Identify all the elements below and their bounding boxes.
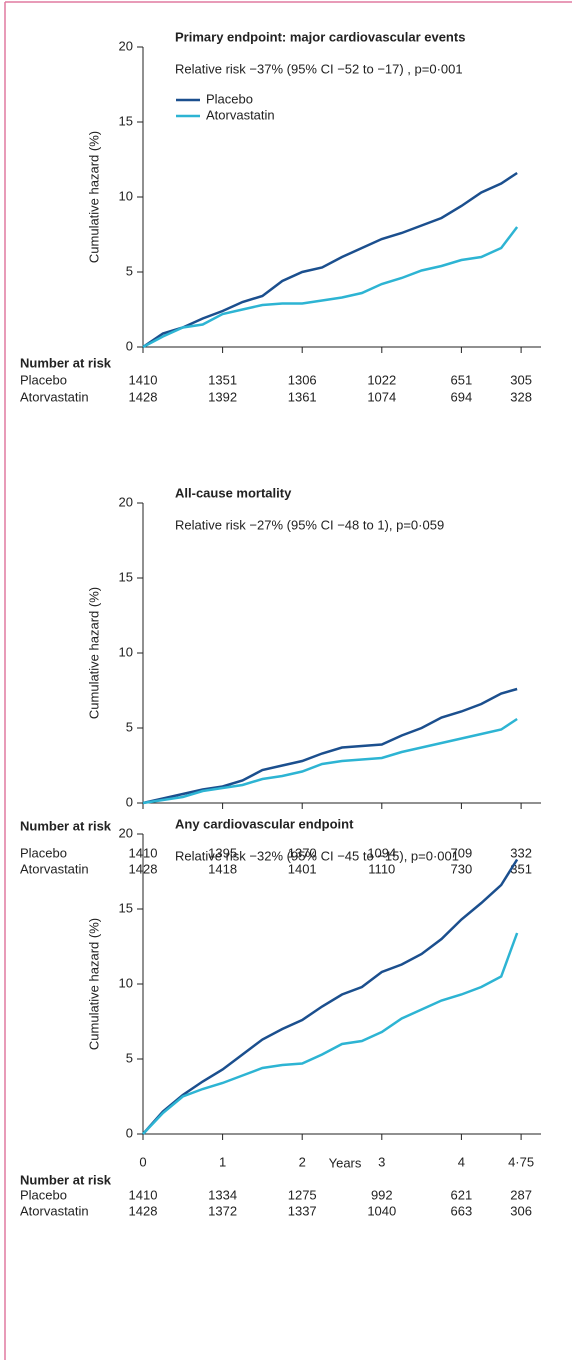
risk-value: 651	[451, 372, 473, 387]
risk-value: 1392	[208, 389, 237, 404]
y-axis-label: Cumulative hazard (%)	[86, 918, 101, 1050]
risk-value: 1418	[208, 861, 237, 876]
series-line	[142, 687, 518, 805]
risk-row-name: Atorvastatin	[20, 389, 89, 404]
annotation: Relative risk −32% (95% CI −45 to −15), …	[175, 848, 459, 863]
risk-value: 1428	[129, 1203, 158, 1218]
risk-value: 305	[510, 372, 532, 387]
y-axis-label: Cumulative hazard (%)	[86, 587, 101, 719]
risk-table-title: Number at risk	[20, 355, 112, 370]
y-axis-label: Cumulative hazard (%)	[86, 131, 101, 263]
risk-value: 1074	[367, 389, 396, 404]
annotation: Relative risk −27% (95% CI −48 to 1), p=…	[175, 517, 444, 532]
legend-label: Placebo	[206, 91, 253, 106]
series-line	[142, 171, 518, 349]
annotation: Relative risk −37% (95% CI −52 to −17) ,…	[175, 61, 463, 76]
risk-value: 709	[451, 845, 473, 860]
risk-value: 332	[510, 845, 532, 860]
risk-row-name: Placebo	[20, 845, 67, 860]
x-tick-label: 2	[299, 1154, 306, 1169]
y-tick-label: 5	[126, 263, 133, 278]
risk-value: 351	[510, 861, 532, 876]
risk-value: 1428	[129, 389, 158, 404]
risk-value: 1022	[367, 372, 396, 387]
risk-value: 1370	[288, 845, 317, 860]
y-tick-label: 20	[119, 494, 133, 509]
y-tick-label: 15	[119, 900, 133, 915]
x-axis-label: Years	[329, 1155, 362, 1170]
chart-title: Any cardiovascular endpoint	[175, 816, 354, 831]
y-tick-label: 15	[119, 113, 133, 128]
risk-value: 1094	[367, 845, 396, 860]
risk-value: 306	[510, 1203, 532, 1218]
series-line	[142, 858, 519, 1135]
risk-table-title: Number at risk	[20, 818, 112, 833]
risk-value: 992	[371, 1187, 393, 1202]
series-line	[142, 932, 519, 1135]
risk-value: 621	[451, 1187, 473, 1202]
risk-value: 328	[510, 389, 532, 404]
x-tick-label: 0	[139, 1154, 146, 1169]
y-tick-label: 10	[119, 188, 133, 203]
y-tick-label: 5	[126, 719, 133, 734]
risk-value: 1275	[288, 1187, 317, 1202]
risk-value: 1401	[288, 861, 317, 876]
risk-table-title: Number at risk	[20, 1172, 112, 1187]
y-tick-label: 0	[126, 1125, 133, 1140]
y-tick-label: 20	[119, 825, 133, 840]
risk-value: 1110	[368, 861, 395, 876]
risk-value: 1372	[208, 1203, 237, 1218]
risk-value: 1337	[288, 1203, 317, 1218]
risk-value: 1410	[129, 372, 158, 387]
series-line	[142, 226, 519, 349]
x-tick-label: 4·75	[508, 1154, 534, 1169]
risk-value: 663	[451, 1203, 473, 1218]
legend-label: Atorvastatin	[206, 107, 275, 122]
risk-row-name: Atorvastatin	[20, 861, 89, 876]
y-tick-label: 10	[119, 644, 133, 659]
x-tick-label: 4	[458, 1154, 465, 1169]
risk-row-name: Atorvastatin	[20, 1203, 89, 1218]
chart-title: All-cause mortality	[175, 485, 292, 500]
risk-value: 730	[451, 861, 473, 876]
chart-title: Primary endpoint: major cardiovascular e…	[175, 29, 465, 44]
risk-value: 1361	[288, 389, 317, 404]
y-tick-label: 5	[126, 1050, 133, 1065]
y-tick-label: 0	[126, 794, 133, 809]
x-tick-label: 1	[219, 1154, 226, 1169]
y-tick-label: 15	[119, 569, 133, 584]
risk-value: 1351	[208, 372, 237, 387]
risk-value: 287	[510, 1187, 532, 1202]
risk-value: 694	[451, 389, 473, 404]
risk-row-name: Placebo	[20, 1187, 67, 1202]
y-tick-label: 0	[126, 338, 133, 353]
risk-value: 1395	[208, 845, 237, 860]
risk-row-name: Placebo	[20, 372, 67, 387]
series-line	[142, 717, 518, 805]
x-tick-label: 3	[378, 1154, 385, 1169]
y-tick-label: 10	[119, 975, 133, 990]
risk-value: 1410	[129, 1187, 158, 1202]
risk-value: 1040	[367, 1203, 396, 1218]
risk-value: 1306	[288, 372, 317, 387]
y-tick-label: 20	[119, 38, 133, 53]
risk-value: 1334	[208, 1187, 237, 1202]
